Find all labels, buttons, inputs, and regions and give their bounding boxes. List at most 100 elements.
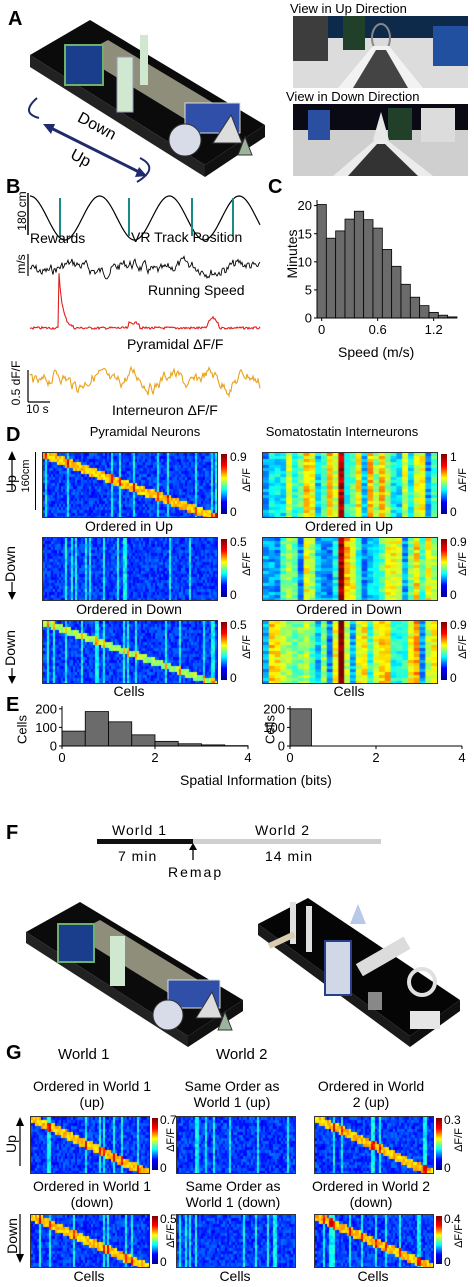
heatmap-world2-same-order-down — [176, 1214, 296, 1268]
g-cells-2: Cells — [219, 1268, 251, 1284]
heatmap-canvas — [263, 453, 437, 517]
vr-track-illustration-world2 — [258, 898, 460, 1047]
cb-g-b1-unit: ΔF/F — [165, 1224, 177, 1248]
colorbar-g-b1 — [152, 1216, 158, 1264]
speed-histogram: 0 0.6 1.2 0 5 10 15 20 — [298, 198, 458, 337]
cb-d-l1-max: 0.9 — [230, 450, 247, 464]
cb-g-t3-min: 0 — [444, 1161, 451, 1175]
d-direction-arrows — [8, 451, 16, 684]
view-up-title: View in Up Direction — [290, 1, 407, 16]
cb-d-r3-min: 0 — [450, 671, 457, 685]
heatmap-pyramidal-up — [42, 452, 218, 518]
y-tick-label: 15 — [298, 226, 312, 241]
heatmap-canvas — [43, 621, 217, 683]
trace-area — [27, 193, 261, 403]
colorbar-d-r2 — [441, 539, 447, 597]
g-top-title-3: Ordered in World 2 (up) — [317, 1078, 425, 1110]
x-tick-label: 0 — [318, 322, 325, 337]
cb-d-r2-max: 0.9 — [450, 535, 467, 549]
cb-g-t3-max: 0.3 — [444, 1113, 461, 1127]
heatmap-world1-up — [30, 1116, 150, 1174]
panel-letter-c: C — [268, 176, 283, 198]
interneuron-dff-trace — [29, 365, 261, 398]
colorbar-g-t3 — [436, 1118, 442, 1170]
heatmap-canvas — [263, 538, 437, 600]
colorbar-d-l1 — [221, 454, 227, 514]
y-tick-label: 100 — [263, 720, 285, 735]
vr-view-up-image — [293, 16, 468, 88]
cb-g-b3-max: 0.4 — [444, 1212, 461, 1226]
heatmap-world1-down — [30, 1214, 150, 1268]
x-tick-label: 1.2 — [425, 322, 443, 337]
cb-d-l2-min: 0 — [230, 588, 237, 602]
heatmap-interneuron-down-ordered-up — [262, 537, 438, 601]
g-world2-label: World 2 — [216, 1046, 268, 1063]
pyramidal-title: Pyramidal Neurons — [89, 424, 201, 439]
cells-label-left: Cells — [113, 683, 145, 699]
track-position-label: VR Track Position — [131, 229, 243, 245]
x-tick-label: 2 — [151, 750, 158, 765]
colorbar-g-b3 — [436, 1216, 442, 1264]
chart-e-xlabel: Spatial Information (bits) — [180, 772, 332, 788]
f-t1-label: 7 min — [118, 848, 158, 864]
running-speed-trace — [29, 255, 261, 280]
pyramidal-trace-label: Pyramidal ΔF/F — [127, 336, 224, 352]
cb-d-l1-min: 0 — [230, 505, 237, 519]
f-t2-label: 14 min — [265, 848, 314, 864]
vr-track-illustration-world1-f — [26, 902, 243, 1047]
colorbar-d-l3 — [221, 622, 227, 680]
view-down-title: View in Down Direction — [286, 89, 420, 104]
x-tick-label: 0 — [58, 750, 65, 765]
g-bottom-title-3: Ordered in World 2 (down) — [311, 1178, 430, 1210]
heatmap-canvas — [315, 1117, 433, 1173]
g-cells-1: Cells — [73, 1268, 105, 1284]
cb-d-l3-max: 0.5 — [230, 618, 247, 632]
y-tick-label: 200 — [263, 701, 285, 716]
y-tick-label: 0 — [50, 739, 57, 754]
ordered-up-left: Ordered in Up — [85, 518, 173, 534]
heatmap-pyramidal-down-ordered-down — [42, 620, 218, 684]
d-scale-bar — [35, 452, 36, 510]
g-top-title-2: Same Order as World 1 (up) — [184, 1078, 280, 1110]
cells-label-right: Cells — [333, 683, 365, 699]
panel-letter-g: G — [6, 1042, 22, 1064]
f-remap-label: Remap — [168, 864, 224, 880]
vr-view-down-image — [293, 104, 468, 176]
colorbar-d-r3 — [441, 622, 447, 680]
colorbar-g-t1 — [152, 1118, 158, 1170]
f-world1-label: World 1 — [112, 822, 167, 838]
heatmap-interneuron-down-ordered-down — [262, 620, 438, 684]
heatmap-pyramidal-down-ordered-up — [42, 537, 218, 601]
chart-c-xlabel: Speed (m/s) — [338, 344, 415, 360]
cb-g-t1-unit: ΔF/F — [165, 1128, 177, 1152]
colorbar-d-l2 — [221, 539, 227, 597]
cb-d-l3-min: 0 — [230, 671, 237, 685]
heatmap-canvas — [43, 538, 217, 600]
y-tick-label: 200 — [35, 701, 57, 716]
colorbar-d-r1 — [441, 454, 447, 514]
cb-g-b1-max: 0.5 — [160, 1212, 177, 1226]
vr-track-illustration-world1 — [30, 20, 265, 177]
cb-g-t3-unit: ΔF/F — [453, 1128, 465, 1152]
g-world1-label: World 1 — [58, 1046, 110, 1063]
g-bottom-title-2: Same Order as World 1 (down) — [185, 1178, 281, 1210]
cb-d-l2-max: 0.5 — [230, 535, 247, 549]
track-position-trace — [29, 195, 261, 241]
cb-g-t1-min: 0 — [160, 1161, 167, 1175]
g-cells-3: Cells — [357, 1268, 389, 1284]
y-tick-label: 0 — [278, 739, 285, 754]
time-scale-label: 10 s — [26, 402, 49, 416]
cb-g-b3-min: 0 — [444, 1255, 451, 1269]
rewards-label: Rewards — [30, 230, 86, 246]
x-tick-label: 4 — [244, 750, 251, 765]
ordered-up-right: Ordered in Up — [305, 518, 393, 534]
cb-d-r1-max: 1 — [450, 450, 457, 464]
g-bottom-title-1: Ordered in World 1 (down) — [32, 1178, 151, 1210]
ordered-down-left: Ordered in Down — [76, 601, 182, 617]
cb-d-r2-min: 0 — [450, 588, 457, 602]
interneuron-trace-label: Interneuron ΔF/F — [112, 402, 218, 418]
timeline-world1 — [97, 839, 193, 844]
timeline-world2 — [193, 839, 381, 844]
